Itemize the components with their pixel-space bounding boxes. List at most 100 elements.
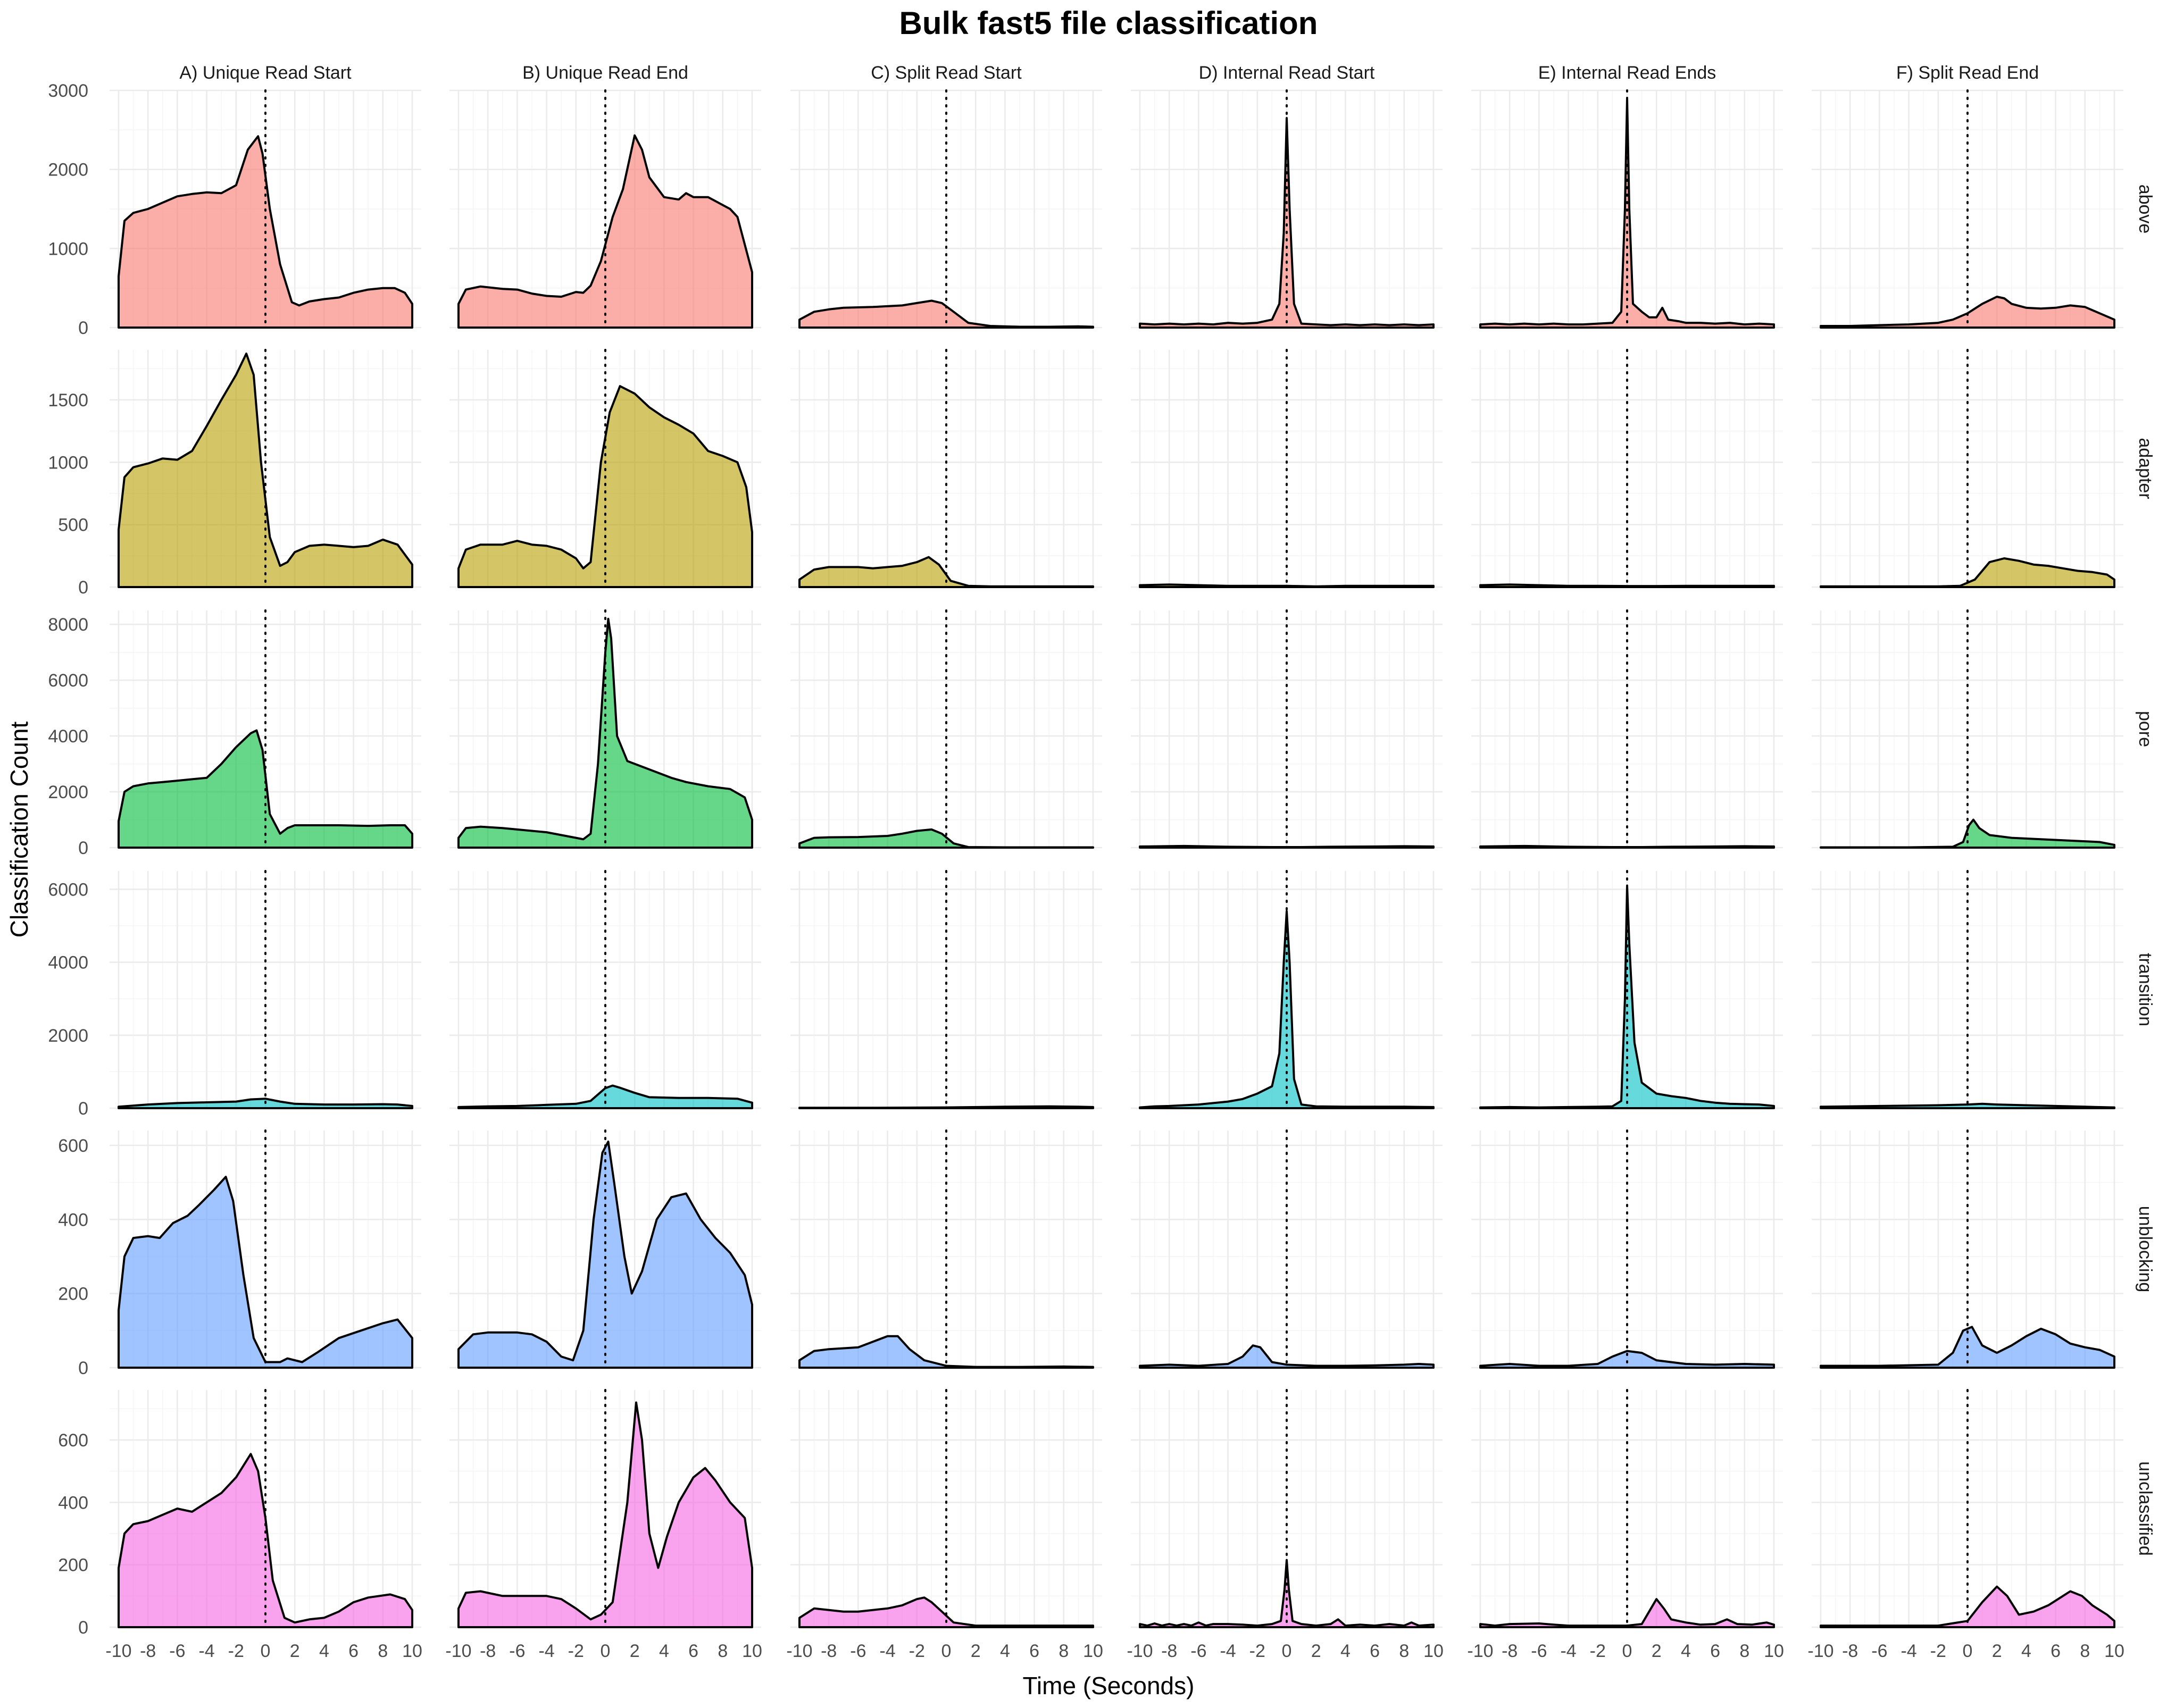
- x-tick-label: -2: [1249, 1641, 1265, 1661]
- x-tick-label: -4: [538, 1641, 554, 1661]
- x-tick-label: 8: [1739, 1641, 1749, 1661]
- panel-unclassified-1: [110, 1389, 421, 1628]
- panel-unclassified-2: [449, 1389, 761, 1628]
- y-tick-label: 1500: [48, 390, 88, 411]
- panel-adapter-2: [449, 349, 761, 588]
- y-tick-label: 0: [78, 1099, 88, 1119]
- y-tick-label: 4000: [48, 726, 88, 747]
- x-tick-label: 0: [1963, 1641, 1973, 1661]
- density-area-unclassified: [457, 1401, 753, 1628]
- panel-unclassified-4: [1131, 1389, 1443, 1628]
- x-tick-label: 6: [1710, 1641, 1720, 1661]
- density-area-adapter: [457, 385, 753, 588]
- panel-unblocking-3: [790, 1129, 1102, 1369]
- y-tick-label: 6000: [48, 880, 88, 900]
- y-tick-label: 2000: [48, 1026, 88, 1046]
- x-tick-label: -10: [1807, 1641, 1833, 1661]
- y-tick-label: 0: [78, 838, 88, 858]
- panel-pore-1: [110, 609, 421, 849]
- x-tick-label: -2: [228, 1641, 244, 1661]
- density-area-unblocking: [798, 1335, 1094, 1369]
- x-tick-label: -4: [879, 1641, 895, 1661]
- x-tick-label: -10: [1467, 1641, 1493, 1661]
- row-strip-label: adapter: [2135, 438, 2155, 499]
- x-tick-label: 0: [601, 1641, 611, 1661]
- density-area-above: [1139, 117, 1435, 329]
- y-tick-label: 400: [58, 1210, 88, 1230]
- panel-adapter-1: [110, 349, 421, 588]
- density-area-unblocking: [118, 1176, 413, 1369]
- y-tick-label: 500: [58, 515, 88, 535]
- x-tick-label: -8: [1161, 1641, 1177, 1661]
- x-tick-label: 0: [261, 1641, 271, 1661]
- panel-unblocking-2: [449, 1129, 761, 1369]
- y-tick-label: 6000: [48, 671, 88, 691]
- panel-above-2: [449, 89, 761, 329]
- x-tick-label: 8: [378, 1641, 388, 1661]
- x-tick-label: 6: [2051, 1641, 2061, 1661]
- x-tick-label: 4: [319, 1641, 329, 1661]
- x-tick-label: -6: [1531, 1641, 1547, 1661]
- column-strip-label: B) Unique Read End: [522, 63, 688, 83]
- x-tick-label: 10: [402, 1641, 422, 1661]
- density-area-unblocking: [1479, 1350, 1775, 1369]
- x-tick-label: 4: [1340, 1641, 1351, 1661]
- density-area-transition: [1820, 1102, 2115, 1109]
- chart-title: Bulk fast5 file classification: [899, 5, 1318, 41]
- x-tick-label: 2: [1652, 1641, 1662, 1661]
- y-tick-label: 0: [78, 577, 88, 598]
- density-area-adapter: [1820, 557, 2115, 588]
- column-strip-label: E) Internal Read Ends: [1538, 63, 1716, 83]
- x-tick-label: -10: [105, 1641, 131, 1661]
- x-tick-label: -4: [1560, 1641, 1576, 1661]
- x-tick-label: 2: [1311, 1641, 1321, 1661]
- panel-above-4: [1131, 89, 1443, 329]
- density-area-pore: [798, 828, 1094, 849]
- panel-transition-4: [1131, 870, 1443, 1109]
- row-strip-label: pore: [2135, 711, 2155, 747]
- x-tick-label: 4: [1681, 1641, 1691, 1661]
- x-tick-label: 10: [2104, 1641, 2124, 1661]
- x-tick-label: -4: [1901, 1641, 1916, 1661]
- x-tick-label: 10: [1423, 1641, 1444, 1661]
- density-area-adapter: [798, 556, 1094, 588]
- density-area-unblocking: [1139, 1344, 1435, 1369]
- x-tick-label: 4: [2021, 1641, 2031, 1661]
- y-tick-label: 400: [58, 1493, 88, 1513]
- panel-pore-5: [1471, 609, 1783, 849]
- x-tick-label: -10: [786, 1641, 812, 1661]
- x-tick-label: -6: [509, 1641, 525, 1661]
- x-tick-label: -2: [1930, 1641, 1946, 1661]
- panel-adapter-3: [790, 349, 1102, 588]
- x-tick-label: 6: [1370, 1641, 1380, 1661]
- x-tick-label: -6: [1190, 1641, 1206, 1661]
- density-area-unclassified: [1139, 1559, 1435, 1628]
- y-axis-title: Classification Count: [5, 722, 33, 938]
- x-tick-label: 8: [718, 1641, 728, 1661]
- row-strip-label: above: [2135, 185, 2155, 234]
- y-tick-label: 3000: [48, 81, 88, 101]
- panel-above-6: [1812, 89, 2123, 329]
- x-tick-label: 2: [971, 1641, 981, 1661]
- x-tick-label: 2: [630, 1641, 640, 1661]
- y-tick-label: 600: [58, 1136, 88, 1156]
- panel-above-3: [790, 89, 1102, 329]
- density-area-unclassified: [798, 1596, 1094, 1628]
- x-tick-label: -2: [1590, 1641, 1606, 1661]
- x-tick-label: 8: [1399, 1641, 1409, 1661]
- x-tick-label: -6: [1871, 1641, 1887, 1661]
- x-tick-label: 10: [1764, 1641, 1784, 1661]
- density-area-unclassified: [1479, 1598, 1775, 1628]
- panel-above-1: [110, 89, 421, 329]
- density-area-pore: [1139, 844, 1435, 849]
- density-area-pore: [457, 617, 753, 849]
- panel-above-5: [1471, 89, 1783, 329]
- panel-unclassified-5: [1471, 1389, 1783, 1628]
- density-area-above: [1820, 296, 2115, 329]
- column-strip-label: F) Split Read End: [1896, 63, 2039, 83]
- panel-pore-6: [1812, 609, 2123, 849]
- panel-unclassified-3: [790, 1389, 1102, 1628]
- x-tick-label: 0: [1282, 1641, 1292, 1661]
- x-tick-label: 8: [2080, 1641, 2090, 1661]
